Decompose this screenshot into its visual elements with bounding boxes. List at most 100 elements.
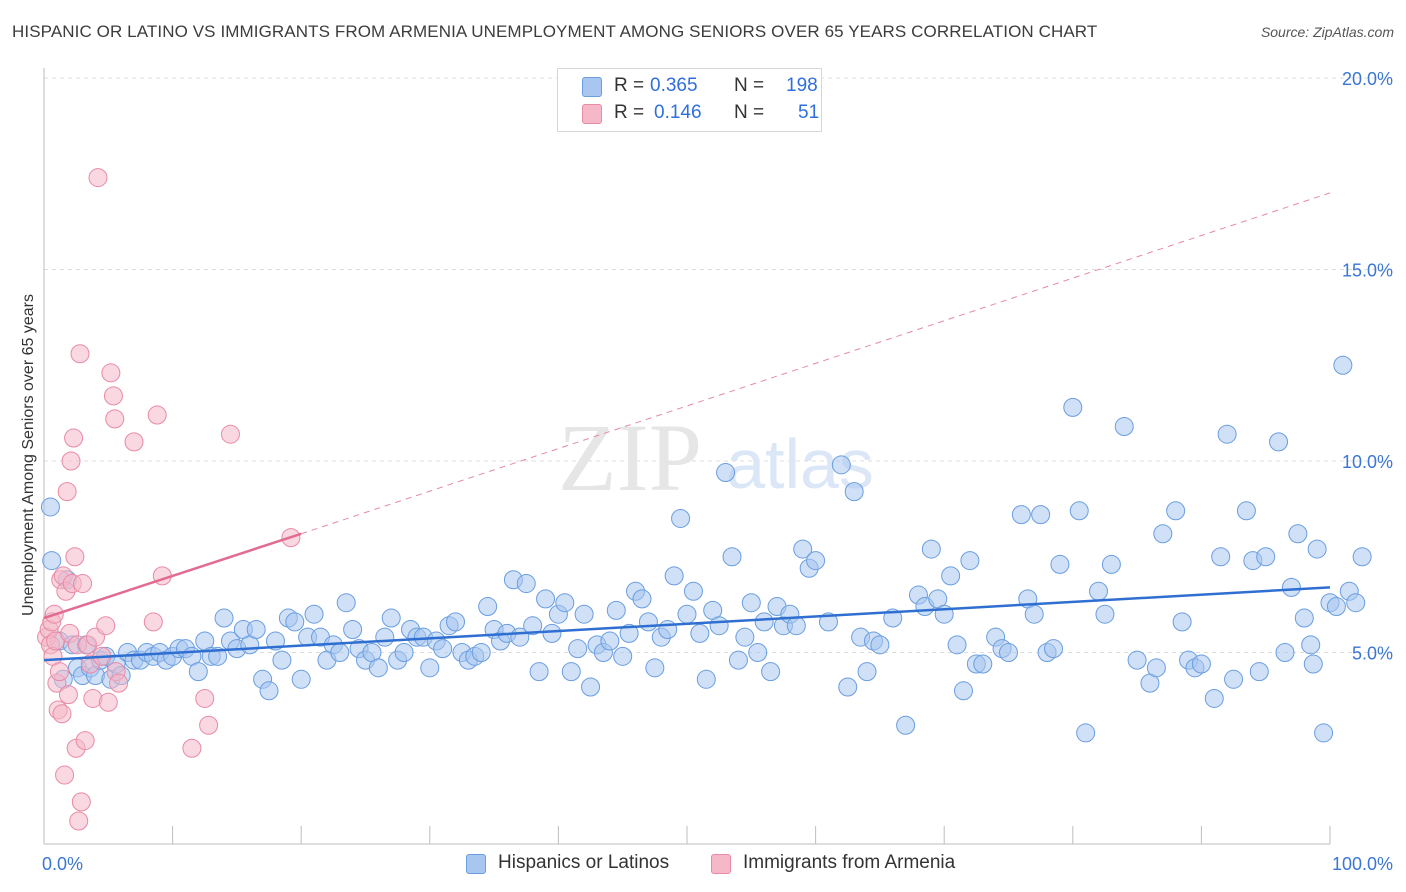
r-label: R = <box>614 75 645 96</box>
trend-line-armenia <box>43 532 302 620</box>
data-point-armenia <box>98 692 118 712</box>
data-point-hispanics <box>1281 577 1301 597</box>
data-point-armenia <box>147 405 167 425</box>
data-point-hispanics <box>1301 635 1321 655</box>
data-point-hispanics <box>1095 604 1115 624</box>
data-point-armenia <box>71 792 91 812</box>
data-point-hispanics <box>1269 432 1289 452</box>
data-point-hispanics <box>1288 524 1308 544</box>
trend-line-armenia-extension <box>301 192 1331 535</box>
data-point-hispanics <box>600 631 620 651</box>
y-axis-label: Unemployment Among Seniors over 65 years <box>20 294 37 616</box>
data-point-armenia <box>182 738 202 758</box>
data-point-hispanics <box>683 581 703 601</box>
data-point-hispanics <box>960 551 980 571</box>
data-point-armenia <box>96 616 116 636</box>
data-point-hispanics <box>1307 539 1327 559</box>
data-point-hispanics <box>1294 608 1314 628</box>
data-point-hispanics <box>1114 417 1134 437</box>
chart-title: HISPANIC OR LATINO VS IMMIGRANTS FROM AR… <box>12 22 1098 41</box>
data-point-hispanics <box>722 547 742 567</box>
data-point-armenia <box>64 428 84 448</box>
watermark-zip: ZIP <box>558 404 702 511</box>
x-tick-label: 100.0% <box>1332 854 1393 874</box>
data-point-hispanics <box>748 643 768 662</box>
data-point-armenia <box>88 168 108 188</box>
data-point-hispanics <box>999 643 1018 662</box>
y-tick-label: 15.0% <box>1342 261 1393 281</box>
data-point-hispanics <box>677 604 697 624</box>
data-point-hispanics <box>806 551 826 571</box>
data-point-hispanics <box>619 623 639 643</box>
y-tick-label: 10.0% <box>1342 452 1393 472</box>
data-point-hispanics <box>1031 505 1051 525</box>
data-point-hispanics <box>896 715 916 735</box>
data-point-hispanics <box>831 455 851 475</box>
data-point-armenia <box>103 386 123 406</box>
data-point-hispanics <box>1089 581 1109 601</box>
r-label: R = <box>614 102 645 123</box>
legend-label-armenia: Immigrants from Armenia <box>743 852 956 873</box>
data-point-hispanics <box>1166 501 1186 521</box>
data-point-hispanics <box>761 662 781 682</box>
data-point-hispanics <box>838 677 858 697</box>
data-point-armenia <box>124 432 144 452</box>
data-point-hispanics <box>368 658 388 678</box>
data-point-hispanics <box>433 639 453 659</box>
data-point-armenia <box>195 688 215 708</box>
data-point-hispanics <box>857 662 877 682</box>
data-point-hispanics <box>1314 723 1334 743</box>
data-point-armenia <box>143 612 163 632</box>
legend-swatch-armenia <box>711 854 731 874</box>
data-point-hispanics <box>1333 355 1353 375</box>
data-point-hispanics <box>638 612 658 632</box>
data-point-hispanics <box>1303 654 1323 674</box>
data-point-hispanics <box>1063 397 1083 417</box>
data-point-hispanics <box>696 669 716 689</box>
data-point-hispanics <box>40 497 60 517</box>
data-point-hispanics <box>394 643 414 662</box>
trend-lines <box>43 192 1331 662</box>
data-point-hispanics <box>645 658 665 678</box>
n-label: N = <box>734 75 765 96</box>
tick-labels: 5.0% 10.0% 15.0% 20.0% 0.0% 100.0% <box>42 69 1393 874</box>
data-point-hispanics <box>1204 688 1224 708</box>
legend-label-hispanics: Hispanics or Latinos <box>498 852 670 873</box>
data-point-hispanics <box>574 604 594 624</box>
data-point-hispanics <box>844 482 864 502</box>
data-point-hispanics <box>420 658 440 678</box>
r-value: 0.146 <box>654 102 702 123</box>
data-point-hispanics <box>664 566 684 586</box>
data-point-hispanics <box>381 608 401 628</box>
stats-legend: R = 0.365 N = 198 R = 0.146 N = 51 <box>557 68 822 132</box>
data-point-hispanics <box>265 631 285 651</box>
data-point-hispanics <box>786 616 806 636</box>
data-point-hispanics <box>818 612 838 632</box>
data-point-hispanics <box>1256 547 1276 567</box>
data-point-armenia <box>65 547 85 567</box>
data-point-hispanics <box>1346 593 1366 613</box>
data-point-hispanics <box>741 593 761 613</box>
data-point-hispanics <box>1153 524 1173 544</box>
data-point-hispanics <box>1275 643 1295 662</box>
data-point-hispanics <box>542 623 562 643</box>
data-point-armenia <box>61 451 81 471</box>
data-point-hispanics <box>188 662 208 682</box>
data-point-hispanics <box>375 627 395 647</box>
data-point-armenia <box>199 715 219 735</box>
data-point-hispanics <box>728 650 748 670</box>
data-point-hispanics <box>1011 505 1031 525</box>
data-point-hispanics <box>246 620 266 640</box>
data-point-armenia <box>57 482 77 502</box>
data-point-hispanics <box>471 643 491 662</box>
data-point-hispanics <box>343 620 363 640</box>
data-point-hispanics <box>1352 547 1372 567</box>
data-point-hispanics <box>1172 612 1192 632</box>
data-point-hispanics <box>658 620 678 640</box>
r-value: 0.365 <box>650 75 698 96</box>
data-point-hispanics <box>42 551 62 571</box>
data-point-hispanics <box>632 589 652 609</box>
series-hispanics-points <box>40 355 1372 743</box>
data-point-hispanics <box>921 539 941 559</box>
